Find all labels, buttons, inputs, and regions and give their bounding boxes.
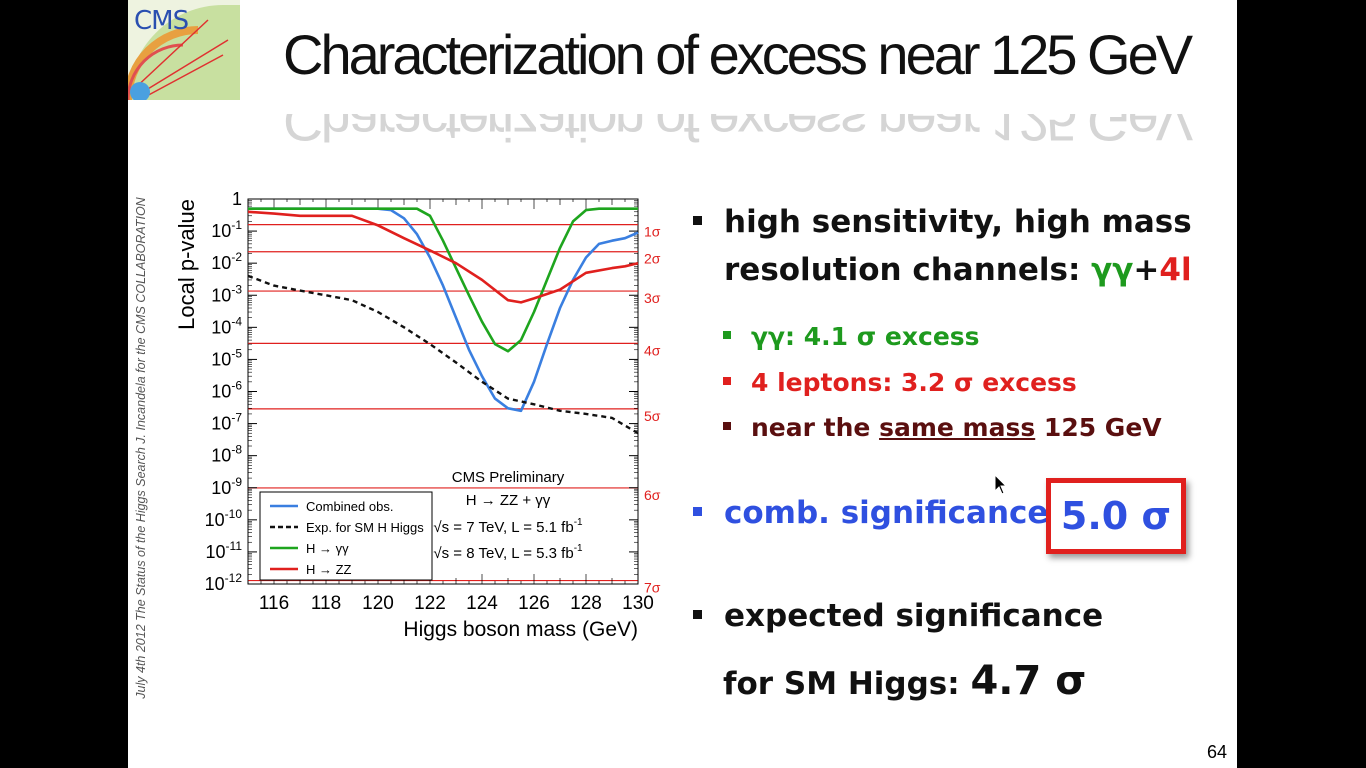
annotation-lumi-8tev: √s = 8 TeV, L = 5.3 fb-1 (433, 543, 583, 562)
bullet-square-icon (693, 216, 702, 225)
bullet-sensitivity-prefix: resolution channels: (724, 252, 1092, 288)
bullet-sensitivity-line2: resolution channels: γγ+4l (693, 246, 1192, 294)
bullet-expected-sm-higgs: for SM Higgs: 4.7 σ (723, 658, 1086, 704)
bullet-sensitivity: high sensitivity, high mass resolution c… (693, 198, 1192, 294)
x-tick-label: 126 (518, 593, 550, 614)
legend-entry-combined: Combined obs. (306, 499, 393, 514)
x-tick-label: 120 (362, 593, 394, 614)
y-tick-label: 10-11 (206, 539, 243, 562)
y-tick-label: 10-5 (211, 346, 242, 369)
x-tick-label: 128 (570, 593, 602, 614)
y-tick-label: 10-8 (211, 443, 242, 466)
annotation-title: CMS Preliminary (452, 469, 565, 486)
bullet-combined-significance: comb. significance (693, 495, 1048, 531)
combined-significance-value: 5.0 σ (1046, 478, 1186, 554)
mouse-cursor-icon (994, 474, 1008, 495)
y-tick-label: 10-9 (211, 475, 242, 498)
channel-gg: γγ (1091, 252, 1134, 288)
sigma-label: 1σ (644, 224, 661, 240)
slide: CMS July 4th 2012 The Status of the Higg… (128, 0, 1237, 768)
y-tick-label: 10-10 (205, 507, 243, 530)
page-number: 64 (1206, 742, 1227, 762)
y-tick-label: 10-7 (211, 411, 242, 434)
cms-logo-text: CMS (134, 6, 189, 36)
sidebar-credit: July 4th 2012 The Status of the Higgs Se… (131, 140, 151, 755)
x-tick-label: 118 (311, 593, 341, 614)
y-tick-label: 10-2 (211, 250, 242, 273)
sub-bullet-leptons-prefix: 4 leptons: (751, 368, 902, 397)
x-tick-label: 122 (414, 593, 446, 614)
y-tick-label: 10-12 (205, 571, 243, 594)
y-tick-label: 10-6 (211, 379, 242, 402)
channel-4l: 4l (1159, 252, 1192, 288)
y-tick-label: 10-1 (211, 218, 242, 241)
sub-bullet-same-mass-prefix: near the (751, 413, 880, 442)
legend-entry-expected: Exp. for SM H Higgs (306, 520, 424, 535)
sigma-label: 5σ (644, 408, 661, 424)
y-tick-label: 10-3 (211, 282, 242, 305)
x-tick-label: 124 (466, 593, 498, 614)
sub-bullet-same-mass-underlined: same mass (879, 413, 1036, 442)
annotation-lumi-7tev: √s = 7 TeV, L = 5.1 fb-1 (433, 517, 583, 536)
series-line-gg (248, 207, 638, 353)
x-axis-label: Higgs boson mass (GeV) (403, 618, 638, 641)
bullet-square-icon (723, 331, 731, 339)
cms-logo (128, 0, 240, 100)
expected-sm-higgs-prefix: for SM Higgs: (723, 666, 971, 702)
sigma-label: 2σ (644, 251, 661, 267)
annotation-channel: H → ZZ + γγ (466, 492, 551, 509)
sub-bullet-gg: γγ: 4.1 σ excess (723, 322, 980, 351)
legend-entry-zz: H → ZZ (306, 562, 352, 577)
sidebar-credit-text: July 4th 2012 The Status of the Higgs Se… (134, 196, 148, 699)
y-tick-label: 1 (232, 189, 242, 209)
sub-bullet-leptons: 4 leptons: 3.2 σ excess (723, 368, 1077, 397)
bullet-expected-significance-text: expected significance (724, 598, 1104, 634)
sigma-label: 6σ (644, 487, 661, 503)
y-tick-label: 10-4 (211, 314, 242, 337)
bullet-square-icon (723, 377, 731, 385)
sigma-label: 3σ (644, 290, 661, 306)
sub-bullet-same-mass-rest: 125 GeV (1035, 413, 1162, 442)
bullet-combined-significance-text: comb. significance (724, 495, 1049, 531)
slide-title: Characterization of excess near 125 GeV (283, 23, 1193, 86)
legend-entry-gg: H → γγ (306, 541, 349, 556)
expected-significance-value: 4.7 σ (970, 658, 1087, 704)
bullet-square-icon (693, 610, 702, 619)
bullet-sensitivity-line1: high sensitivity, high mass (724, 204, 1192, 240)
sub-bullet-same-mass: near the same mass 125 GeV (723, 413, 1162, 442)
sub-bullet-gg-text: γγ: 4.1 σ excess (751, 322, 980, 351)
sigma-label: 4σ (644, 342, 661, 358)
series-line-zz (247, 210, 639, 304)
bullet-square-icon (693, 507, 702, 516)
slide-title-reflection: Characterization of excess near 125 GeV (283, 114, 1191, 153)
x-tick-label: 130 (622, 593, 654, 614)
series-line-expected (247, 274, 639, 435)
y-axis-label: Local p-value (174, 199, 199, 330)
x-tick-label: 116 (259, 593, 289, 614)
sub-bullet-leptons-value: 3.2 σ excess (901, 368, 1077, 397)
sigma-label: 7σ (644, 580, 661, 596)
bullet-expected-significance: expected significance (693, 598, 1103, 634)
p-value-chart: 1σ 2σ 3σ 4σ 5σ 6σ 7σ 1 10-1 10-2 10-3 10-4 10-5 10-6 1… (174, 189, 661, 641)
channel-plus: + (1133, 252, 1160, 288)
bullet-square-icon (723, 422, 731, 430)
